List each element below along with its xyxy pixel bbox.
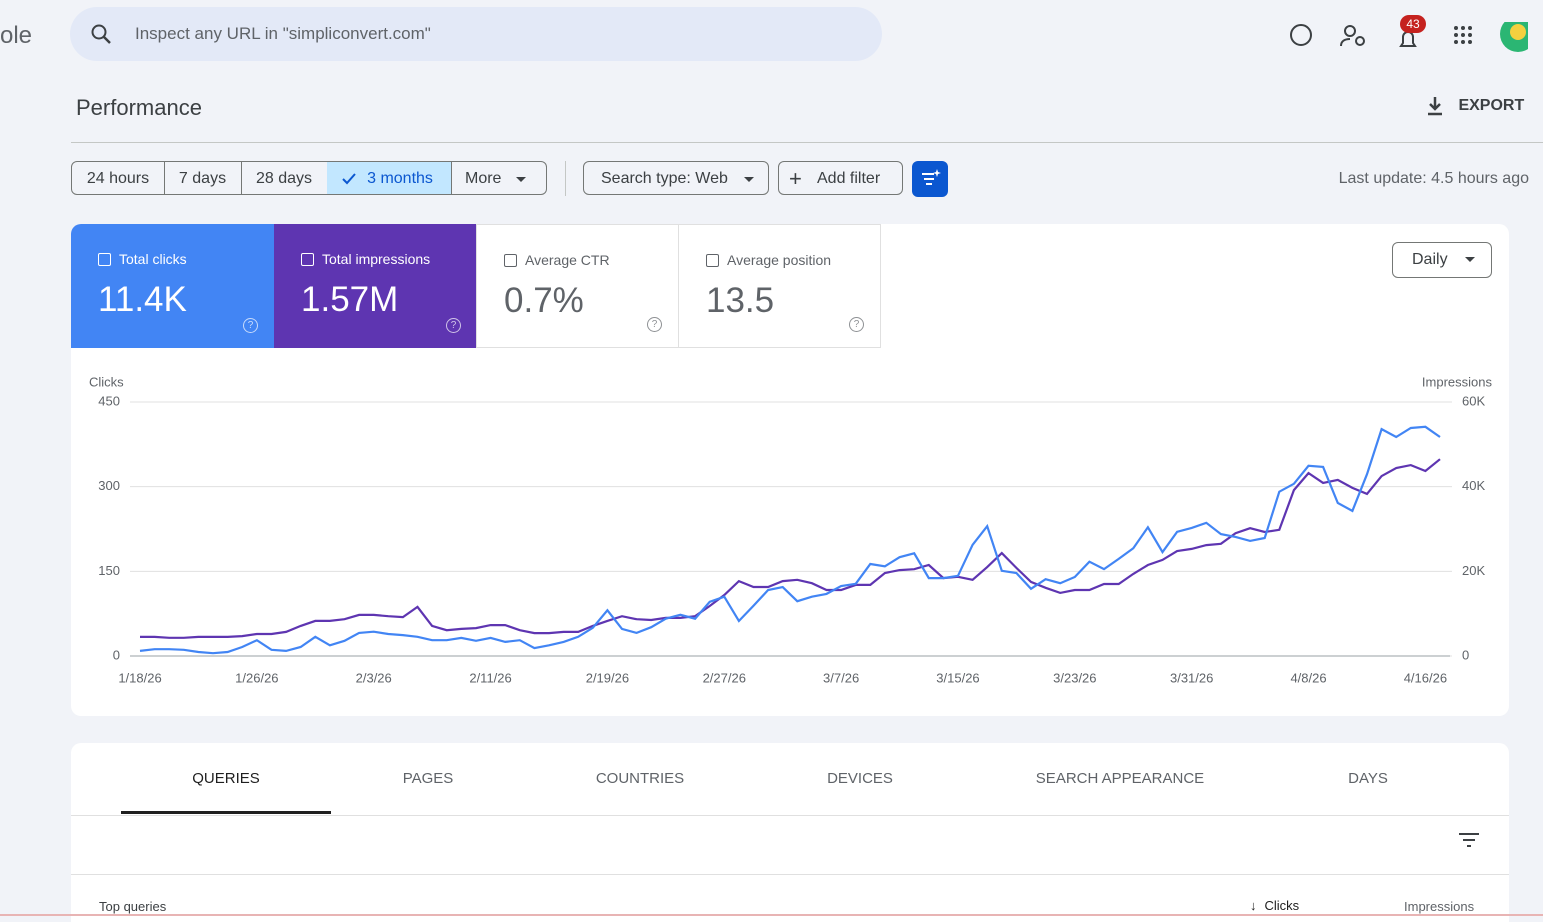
users-icon[interactable] — [1344, 25, 1356, 37]
table-title: Top queries — [99, 899, 167, 914]
y2-tick-label: 0 — [1462, 647, 1469, 662]
help-icon: ? — [647, 317, 662, 332]
metric-card[interactable]: Average CTR 0.7%? — [476, 224, 679, 348]
add-filter-label: Add filter — [817, 170, 881, 187]
x-tick-label: 3/15/26 — [936, 670, 979, 685]
separator — [565, 161, 566, 196]
search-icon — [91, 24, 111, 44]
export-icon — [1428, 97, 1442, 116]
tab[interactable]: DAYS — [1348, 770, 1388, 787]
metric-label: Total impressions — [322, 251, 431, 267]
x-tick-label: 1/26/26 — [235, 670, 278, 685]
dropdown-arrow — [516, 177, 526, 187]
logo: ole — [0, 22, 33, 49]
y2-axis-label: Impressions — [1422, 374, 1493, 389]
metric-value: 1.57M — [301, 280, 399, 319]
y-tick-label: 450 — [98, 393, 120, 408]
help-icon[interactable] — [1290, 24, 1312, 46]
x-tick-label: 3/31/26 — [1170, 670, 1213, 685]
tab[interactable]: PAGES — [402, 770, 454, 787]
tab[interactable]: COUNTRIES — [595, 770, 685, 787]
add-filter-chip[interactable]: + Add filter — [778, 161, 903, 195]
sort-arrow: ↓ — [1250, 898, 1257, 913]
divider — [71, 815, 1509, 816]
apps-icon[interactable] — [1454, 26, 1472, 44]
metric-card[interactable]: Average position 13.5? — [678, 224, 881, 348]
ai-icon — [922, 169, 941, 185]
table-card — [71, 743, 1509, 922]
plus-icon: + — [789, 166, 802, 191]
help-icon: ? — [849, 317, 864, 332]
chart: Clicks Impressions 0 150 300 450 0 20K 40K 60K 1/1… — [89, 374, 1493, 685]
range-chip[interactable]: 24 hours — [71, 161, 165, 195]
checkbox — [706, 254, 719, 267]
tab[interactable]: DEVICES — [827, 770, 893, 787]
y-tick-label: 300 — [98, 478, 120, 493]
range-chip[interactable]: 28 days — [241, 161, 328, 195]
x-tick-label: 4/8/26 — [1290, 670, 1326, 685]
divider — [71, 142, 1543, 143]
metric-label: Average CTR — [525, 252, 610, 268]
help-icon: ? — [243, 318, 258, 333]
granularity-label: Daily — [1412, 251, 1448, 268]
y2-tick-label: 40K — [1462, 478, 1485, 493]
export-label: EXPORT — [1458, 97, 1525, 115]
page-title: Performance — [76, 95, 202, 120]
search-bar[interactable]: Inspect any URL in "simpliconvert.com" — [70, 7, 882, 61]
metric-value: 13.5 — [706, 281, 775, 320]
y2-tick-label: 20K — [1462, 563, 1485, 578]
metric-label: Total clicks — [119, 251, 187, 267]
last-update: Last update: 4.5 hours ago — [1338, 170, 1529, 187]
search-type-chip[interactable]: Search type: Web — [583, 161, 769, 195]
granularity-select[interactable]: Daily — [1392, 242, 1492, 278]
bottom-edge — [0, 914, 1543, 916]
tab-selected[interactable]: QUERIES — [192, 770, 260, 787]
search-type-label: Search type: Web — [601, 170, 728, 187]
y-axis-label: Clicks — [89, 374, 124, 389]
search-placeholder: Inspect any URL in "simpliconvert.com" — [135, 24, 431, 43]
tab-indicator — [121, 811, 331, 814]
help-icon: ? — [446, 318, 461, 333]
x-tick-label: 2/11/26 — [469, 670, 511, 685]
y2-tick-label: 60K — [1462, 393, 1485, 408]
dropdown-arrow — [744, 177, 754, 187]
metric-value: 0.7% — [504, 281, 584, 320]
y-tick-label: 150 — [98, 563, 120, 578]
range-label: 3 months — [367, 170, 433, 187]
data-line — [139, 425, 1441, 655]
checkbox — [301, 253, 314, 266]
y-tick-label: 0 — [113, 647, 120, 662]
data-line — [140, 458, 1441, 639]
ai-filter-button[interactable] — [912, 161, 948, 197]
more-chip[interactable]: More — [451, 161, 547, 195]
export-button[interactable]: EXPORT — [1424, 95, 1524, 119]
metric-card[interactable]: Total clicks 11.4K? — [71, 224, 274, 348]
column-header[interactable]: Impressions — [1404, 899, 1475, 914]
metric-value: 11.4K — [98, 280, 187, 319]
check-icon — [342, 173, 356, 185]
notification-badge: 43 — [1400, 15, 1426, 33]
x-tick-label: 2/3/26 — [356, 670, 392, 685]
metric-label: Average position — [727, 252, 832, 268]
x-tick-label: 3/23/26 — [1053, 670, 1096, 685]
checkbox — [98, 253, 111, 266]
dropdown-arrow — [1465, 257, 1475, 267]
filter-icon[interactable] — [1458, 832, 1480, 848]
column-label: Clicks — [1264, 898, 1300, 913]
more-label: More — [465, 170, 502, 187]
x-tick-label: 2/19/26 — [586, 670, 629, 685]
range-chip-selected[interactable]: 3 months — [327, 161, 452, 195]
range-chip[interactable]: 7 days — [164, 161, 242, 195]
column-header[interactable]: ↓ Clicks — [1250, 898, 1299, 913]
x-tick-label: 3/7/26 — [823, 670, 859, 685]
x-tick-label: 2/27/26 — [703, 670, 746, 685]
tab[interactable]: SEARCH APPEARANCE — [1035, 770, 1205, 787]
divider — [71, 874, 1509, 875]
x-tick-label: 1/18/26 — [118, 670, 161, 685]
x-tick-label: 4/16/26 — [1404, 670, 1447, 685]
checkbox — [504, 254, 517, 267]
bell-icon[interactable] — [1399, 31, 1417, 47]
metric-card[interactable]: Total impressions 1.57M? — [274, 224, 477, 348]
